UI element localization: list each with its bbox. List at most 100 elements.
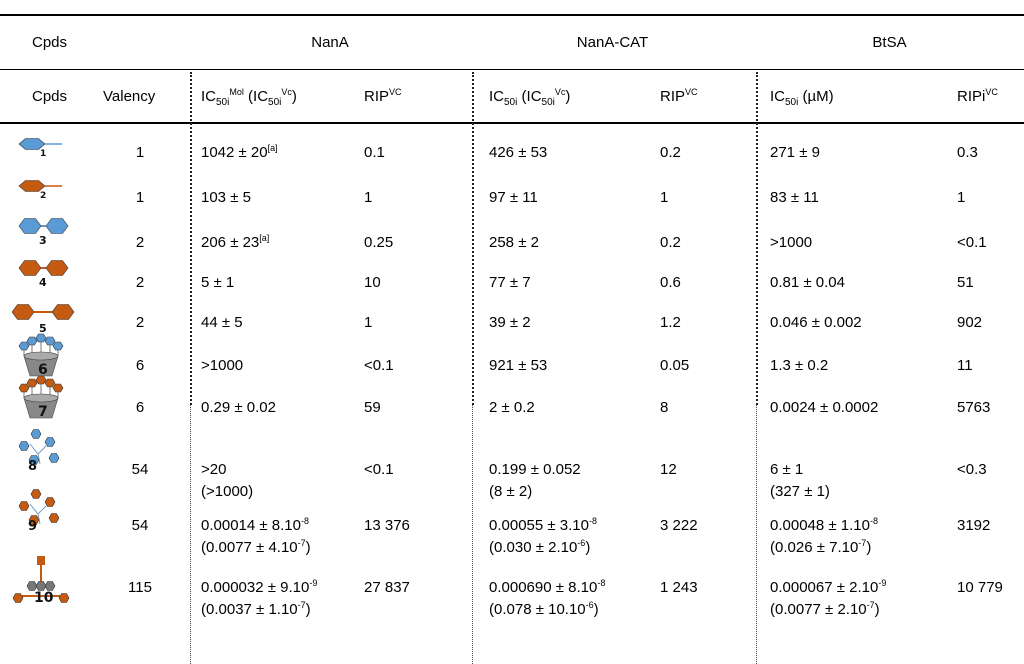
separator-nana [190, 72, 192, 405]
separator-cat [472, 72, 474, 405]
bt-ic50-cell: 0.000067 ± 2.10-9 [770, 578, 887, 597]
bt-rip-cell: 10 779 [957, 579, 1003, 596]
cat-rip-cell: 0.6 [660, 274, 681, 291]
bt-rip-cell: 0.3 [957, 144, 978, 161]
compound-1-icon: 1 [18, 138, 62, 159]
nana-ic50-cell: 103 ± 5 [201, 189, 251, 206]
nana-rip-cell: 13 376 [364, 517, 410, 534]
valency-cell: 6 [135, 357, 145, 374]
valency-cell: 54 [131, 461, 149, 478]
subheader-valency: Valency [103, 88, 156, 105]
header-cpds: Cpds [32, 34, 68, 51]
header-nana: NanA [311, 34, 349, 51]
header-btsa: BtSA [872, 34, 907, 51]
compound-number-label: 4 [39, 276, 47, 289]
bt-ic50-vc-cell: (0.0077 ± 2.10-7) [770, 600, 880, 619]
separator-bt [756, 72, 758, 405]
nana-ic50-vc-cell: (0.0077 ± 4.10-7) [201, 538, 311, 557]
compound-4-icon: 4 [18, 260, 69, 289]
subheader-bt-rip: RIPiVC [957, 87, 998, 106]
header-rule [0, 69, 1024, 70]
nana-ic50-cell: 0.000032 ± 9.10-9 [201, 578, 318, 597]
bt-ic50-cell: 271 ± 9 [770, 144, 820, 161]
valency-cell: 54 [131, 517, 149, 534]
bt-ic50-cell: 0.0024 ± 0.0002 [770, 399, 879, 416]
nana-rip-cell: 59 [364, 399, 381, 416]
compound-6-icon: 6 [18, 333, 64, 378]
nana-ic50-cell: >1000 [201, 357, 244, 374]
top-rule [0, 14, 1024, 16]
bt-rip-cell: <0.3 [957, 461, 987, 478]
separator-nana-lower [190, 405, 191, 664]
cat-ic50-cell: 921 ± 53 [489, 357, 548, 374]
valency-cell: 115 [128, 579, 152, 596]
cat-ic50-cell: 97 ± 11 [489, 189, 538, 206]
bt-rip-cell: 1 [957, 189, 966, 206]
subheader-rule [0, 122, 1024, 124]
cat-rip-cell: 1 [660, 189, 669, 206]
nana-rip-cell: 0.1 [364, 144, 385, 161]
nana-ic50-vc-cell: (>1000) [201, 483, 254, 500]
cat-ic50-cell: 0.000690 ± 8.10-8 [489, 578, 606, 597]
separator-cat-lower [472, 405, 473, 664]
bt-ic50-cell: 83 ± 11 [770, 189, 819, 206]
compound-5-icon: 5 [11, 304, 74, 335]
cat-rip-cell: 1.2 [660, 314, 681, 331]
nana-ic50-cell: 0.29 ± 0.02 [201, 399, 276, 416]
valency-cell: 1 [135, 144, 145, 161]
compound-number-label: 7 [38, 404, 48, 420]
compound-7-icon: 7 [18, 375, 64, 420]
nana-ic50-vc-cell: (0.0037 ± 1.10-7) [201, 600, 311, 619]
subheader-cat-ic50: IC50i (IC50iVc) [489, 87, 571, 108]
bt-ic50-cell: 0.046 ± 0.002 [770, 314, 862, 331]
valency-cell: 2 [135, 314, 145, 331]
subheader-nana-rip: RIPVC [364, 87, 402, 106]
bt-rip-cell: 902 [957, 314, 983, 331]
cat-rip-cell: 0.05 [660, 357, 690, 374]
bt-rip-cell: 51 [957, 274, 974, 291]
subheader-nana-ic50: IC50iMol (IC50iVc) [201, 87, 297, 108]
valency-cell: 6 [135, 399, 145, 416]
bt-rip-cell: 3192 [957, 517, 991, 534]
cat-rip-cell: 12 [660, 461, 677, 478]
cat-ic50-cell: 39 ± 2 [489, 314, 531, 331]
compound-9-icon: 9 [18, 489, 60, 534]
cat-rip-cell: 8 [660, 399, 669, 416]
subheader-cat-rip: RIPVC [660, 87, 698, 106]
nana-ic50-cell: 206 ± 23[a] [201, 233, 270, 252]
nana-rip-cell: 1 [364, 189, 373, 206]
nana-rip-cell: 0.25 [364, 234, 394, 251]
compound-number-label: 1 [40, 149, 46, 159]
cat-ic50-cell: 258 ± 2 [489, 234, 539, 251]
cat-ic50-vc-cell: (0.078 ± 10.10-6) [489, 600, 599, 619]
cat-rip-cell: 0.2 [660, 234, 681, 251]
nana-ic50-cell: >20 [201, 461, 227, 478]
bt-ic50-cell: >1000 [770, 234, 813, 251]
nana-rip-cell: 10 [364, 274, 381, 291]
compound-number-label: 10 [34, 590, 54, 604]
cat-ic50-vc-cell: (8 ± 2) [489, 483, 533, 500]
cat-ic50-cell: 2 ± 0.2 [489, 399, 535, 416]
subheader-cpds: Cpds [32, 88, 68, 105]
cat-rip-cell: 1 243 [660, 579, 698, 596]
valency-cell: 1 [135, 189, 145, 206]
compound-number-label: 9 [28, 519, 37, 534]
cat-rip-cell: 3 222 [660, 517, 698, 534]
nana-rip-cell: <0.1 [364, 461, 394, 478]
cat-ic50-cell: 0.199 ± 0.052 [489, 461, 581, 478]
compound-2-icon: 2 [18, 180, 62, 201]
bt-rip-cell: 5763 [957, 399, 991, 416]
compound-number-label: 2 [40, 191, 46, 201]
compound-number-label: 3 [39, 234, 47, 247]
cat-ic50-vc-cell: (0.030 ± 2.10-6) [489, 538, 591, 557]
nana-rip-cell: <0.1 [364, 357, 394, 374]
nana-ic50-cell: 44 ± 5 [201, 314, 243, 331]
bt-ic50-vc-cell: (327 ± 1) [770, 483, 830, 500]
bt-ic50-cell: 0.81 ± 0.04 [770, 274, 845, 291]
compound-8-icon: 8 [18, 429, 60, 474]
valency-cell: 2 [135, 234, 145, 251]
subheader-bt-ic50: IC50i (µM) [770, 88, 834, 108]
bt-ic50-cell: 0.00048 ± 1.10-8 [770, 516, 878, 535]
bt-rip-cell: <0.1 [957, 234, 987, 251]
nana-ic50-cell: 5 ± 1 [201, 274, 235, 291]
